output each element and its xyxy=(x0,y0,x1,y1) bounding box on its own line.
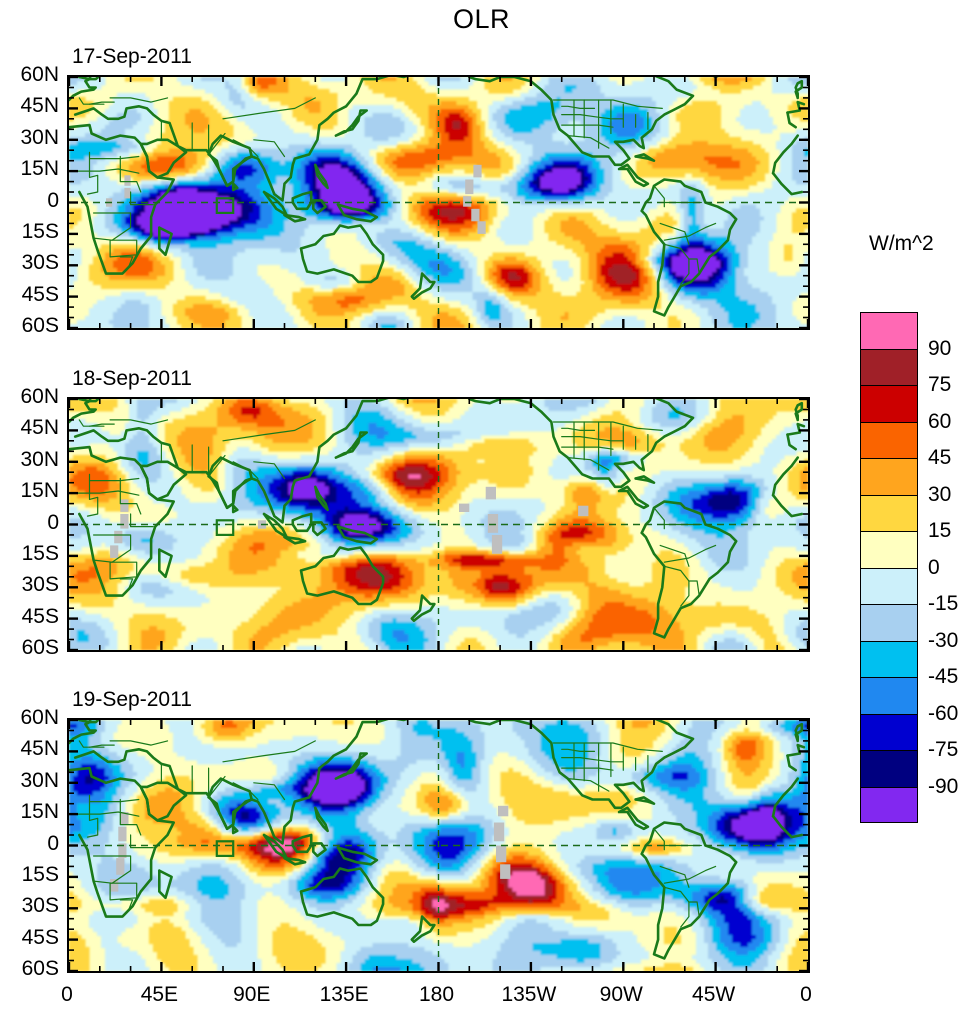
x-axis-tick-label: 90W xyxy=(599,983,643,1006)
y-axis-tick-label: 60S xyxy=(21,314,59,337)
map-panel: 18-Sep-2011 60N 45N 30N 15N 0 15S 30S 45S 60S xyxy=(20,367,810,659)
colorbar-tick-label: 45 xyxy=(928,446,952,469)
coastline-layer xyxy=(69,720,806,960)
map-plot-area xyxy=(67,718,810,973)
y-axis-tick-label: 0 xyxy=(47,831,59,855)
y-axis-tick-label: 60S xyxy=(21,636,59,659)
political-borders-layer xyxy=(69,419,717,607)
colorbar-tick-label: 0 xyxy=(928,555,940,579)
colorbar xyxy=(860,312,918,823)
page-title: OLR xyxy=(452,4,511,34)
y-axis-tick-label: 15S xyxy=(21,219,59,243)
y-axis-tick-label: 45S xyxy=(21,282,59,306)
x-axis-tick-label: 45E xyxy=(140,983,179,1006)
y-axis-tick-label: 15S xyxy=(21,862,59,886)
colorbar-tick-label: 90 xyxy=(928,336,952,360)
region-of-interest-box xyxy=(215,197,235,215)
colorbar-band xyxy=(860,312,918,349)
y-axis-tick-label: 15S xyxy=(21,541,59,565)
map-panel: 19-Sep-2011 60N 45N 30N 15N 0 15S 30S 45S 60S 0 45E… xyxy=(20,688,811,1006)
colorbar-tick-label: -90 xyxy=(928,774,959,798)
missing-data-layer xyxy=(110,486,589,558)
panel-date-label: 19-Sep-2011 xyxy=(72,688,192,711)
colorbar-band xyxy=(860,348,918,385)
colorbar-units-label: W/m^2 xyxy=(869,232,934,255)
x-axis-tick-label: 0 xyxy=(800,983,812,1006)
coastline-layer xyxy=(69,77,806,317)
y-axis-tick-label: 45S xyxy=(21,925,59,949)
y-axis-tick-label: 45N xyxy=(20,416,59,440)
y-axis-tick-label: 15N xyxy=(20,157,59,181)
y-axis-tick-label: 15N xyxy=(20,479,59,503)
colorbar-band xyxy=(860,494,918,531)
panel-date-label: 18-Sep-2011 xyxy=(72,367,192,390)
y-axis-tick-label: 45N xyxy=(20,94,59,118)
colorbar-band xyxy=(860,786,918,823)
colorbar-tick-label: 15 xyxy=(928,519,952,542)
y-axis-tick-label: 60S xyxy=(21,957,59,980)
axis-ticks xyxy=(69,399,808,650)
region-of-interest-box xyxy=(215,840,235,858)
y-axis-tick-label: 45S xyxy=(21,604,59,628)
colorbar-band xyxy=(860,713,918,750)
panel-date-label: 17-Sep-2011 xyxy=(72,45,192,68)
map-plot-area xyxy=(67,397,810,652)
x-axis-tick-label: 0 xyxy=(61,983,73,1006)
colorbar-tick-label: 75 xyxy=(928,373,952,396)
contour-fill-layer xyxy=(69,399,808,650)
y-axis-tick-label: 30S xyxy=(21,894,59,918)
y-axis-tick-label: 30N xyxy=(20,768,59,792)
y-axis-tick-label: 60N xyxy=(20,385,59,408)
y-axis-tick-label: 45N xyxy=(20,737,59,761)
y-axis-tick-label: 15N xyxy=(20,800,59,824)
axis-ticks xyxy=(69,77,808,328)
colorbar-band xyxy=(860,385,918,422)
colorbar-tick-label: -30 xyxy=(928,628,959,652)
x-axis-tick-label: 180 xyxy=(418,983,455,1006)
colorbar-tick-label: -45 xyxy=(928,665,959,688)
x-axis-tick-label: 135W xyxy=(501,983,557,1006)
colorbar-band xyxy=(860,750,918,787)
x-axis-tick-label: 90E xyxy=(233,983,271,1006)
y-axis-tick-label: 0 xyxy=(47,188,59,212)
y-axis-tick-label: 60N xyxy=(20,63,59,86)
colorbar-tick-label: -15 xyxy=(928,592,959,615)
y-axis-tick-label: 30N xyxy=(20,447,59,471)
x-axis-tick-label: 45W xyxy=(692,983,736,1006)
x-axis-tick-label: 135E xyxy=(319,983,369,1006)
colorbar-tick-label: -75 xyxy=(928,738,959,761)
missing-data-layer xyxy=(110,805,511,892)
y-axis-tick-label: 30S xyxy=(21,573,59,597)
y-axis-tick-label: 30N xyxy=(20,125,59,149)
map-panel: 17-Sep-2011 60N 45N 30N 15N 0 15S 30S 45S 60S xyxy=(20,45,810,337)
colorbar-band xyxy=(860,567,918,604)
colorbar-tick-label: 60 xyxy=(928,409,952,433)
region-of-interest-box xyxy=(215,519,235,537)
map-plot-area xyxy=(67,75,810,330)
colorbar-band xyxy=(860,640,918,677)
colorbar-band xyxy=(860,604,918,641)
y-axis-tick-label: 0 xyxy=(47,510,59,534)
colorbar-band xyxy=(860,458,918,495)
contour-fill-layer xyxy=(69,720,808,971)
y-axis-tick-label: 30S xyxy=(21,251,59,275)
coastline-layer xyxy=(69,399,806,639)
axis-ticks xyxy=(69,720,808,971)
colorbar-tick-label: -60 xyxy=(928,701,959,725)
political-borders-layer xyxy=(69,740,717,928)
colorbar-band xyxy=(860,421,918,458)
colorbar-tick-label: 30 xyxy=(928,482,952,506)
y-axis-tick-label: 60N xyxy=(20,706,59,729)
colorbar-band xyxy=(860,531,918,568)
colorbar-band xyxy=(860,677,918,714)
